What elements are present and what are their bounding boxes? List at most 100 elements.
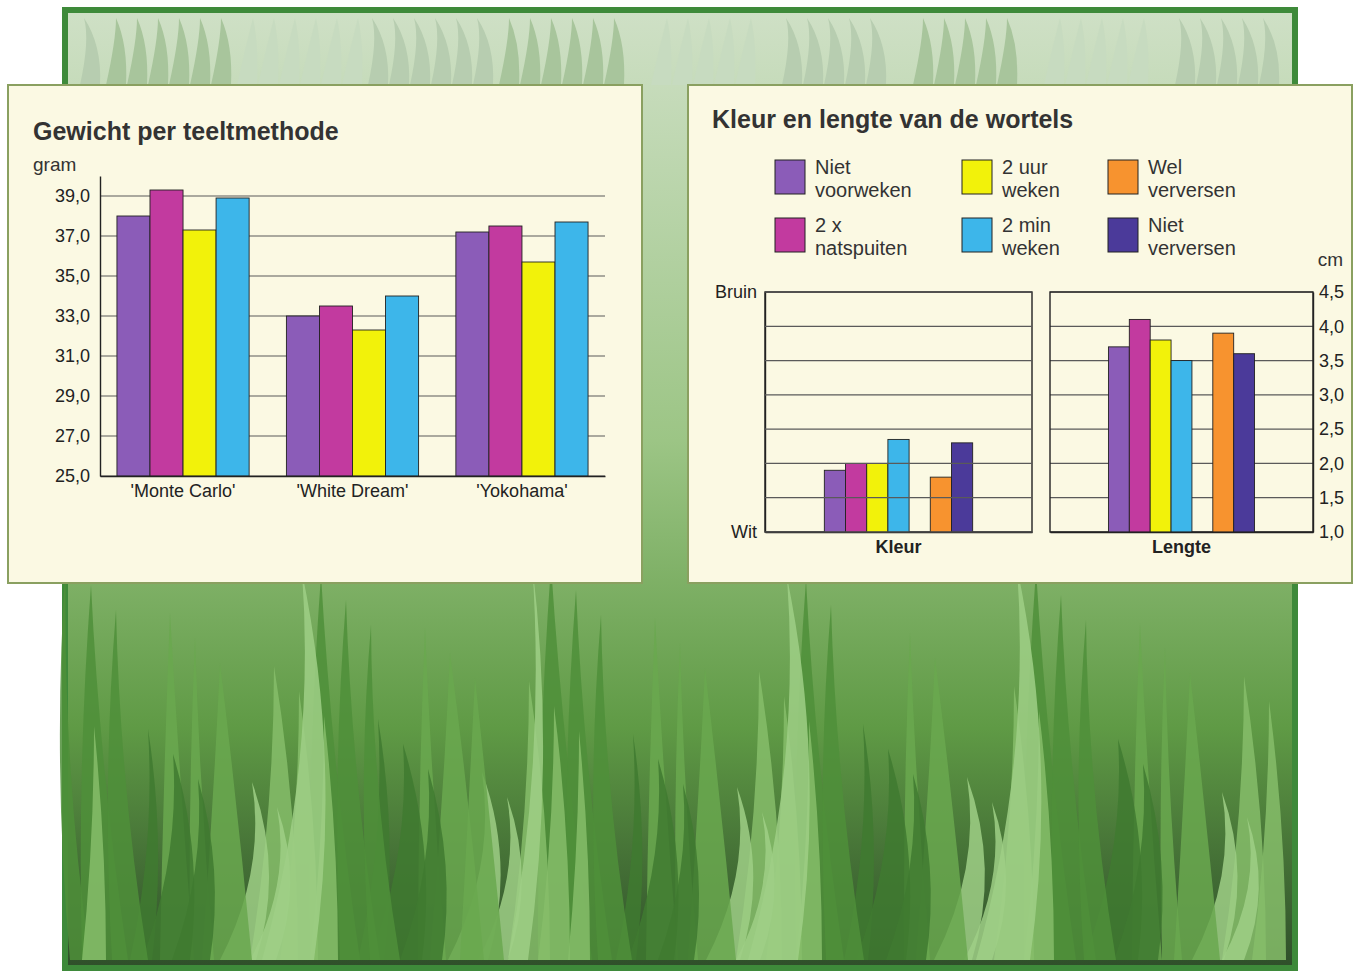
panel [688, 85, 1352, 583]
grid-line [765, 497, 1032, 498]
leaf [714, 18, 735, 85]
bars [1108, 319, 1254, 532]
leaf [172, 779, 215, 960]
leaf [1065, 18, 1086, 85]
legend-item: Nietverversen [1108, 214, 1236, 259]
y-axis: WitBruin [715, 282, 766, 542]
y-tick-label: 1,0 [1319, 522, 1344, 542]
bar-series [951, 443, 972, 532]
y-tick: Bruin [715, 282, 765, 302]
leaf [934, 18, 954, 85]
x-tick-label: 'Monte Carlo' [131, 481, 236, 501]
chart-0: 25,027,029,031,033,035,037,039,0'Monte C… [55, 177, 606, 501]
y-tick-label: 4,0 [1319, 317, 1344, 337]
bar [150, 190, 183, 476]
bar [456, 232, 489, 476]
y-tick: 2,0 [1313, 454, 1344, 474]
legend: Nietvoorweken2 xnatspuiten2 uurweken2 mi… [775, 156, 1236, 259]
leaf [782, 18, 802, 85]
leaf [1114, 764, 1163, 960]
bar-series [216, 198, 588, 476]
leaf [410, 18, 430, 85]
leaf [568, 731, 590, 960]
leaf [997, 18, 1017, 85]
legend-swatch [1108, 218, 1138, 252]
leaf [389, 18, 409, 85]
x-axis: 'Monte Carlo' 'White Dream' 'Yokohama' [101, 476, 606, 501]
x-tick: 'White Dream' [297, 476, 409, 501]
bar [117, 216, 150, 476]
grid-line [765, 394, 1032, 395]
leaf [499, 18, 519, 85]
bar-series [1213, 333, 1234, 532]
x-tick-label: Lengte [1152, 537, 1211, 557]
y-tick-label: 33,0 [55, 306, 90, 326]
leaf [1086, 18, 1107, 85]
leaf [1217, 18, 1237, 85]
legend-label: Nietvoorweken [815, 156, 912, 201]
bars [117, 190, 588, 476]
leaf [237, 18, 258, 85]
leaf [460, 678, 504, 960]
axis-line [101, 476, 606, 477]
y-tick-label: 1,5 [1319, 488, 1344, 508]
leaf [473, 18, 493, 85]
legend-item: Welverversen [1108, 156, 1236, 201]
leaf [127, 18, 147, 85]
grid-line [765, 291, 1032, 292]
bar [1213, 333, 1234, 532]
leaf [651, 18, 672, 85]
y-axis-title: gram [33, 154, 76, 175]
x-tick-label: 'White Dream' [297, 481, 409, 501]
legend-label: 2 xnatspuiten [815, 214, 907, 259]
leaf [431, 18, 451, 85]
y-tick-label: 3,5 [1319, 351, 1344, 371]
axis-line [765, 293, 766, 533]
grid-line [765, 429, 1032, 430]
bars [824, 439, 972, 532]
legend-swatch [1108, 160, 1138, 194]
leaf [735, 18, 756, 85]
y-tick: 29,0 [55, 386, 100, 406]
y-tick: 37,0 [55, 226, 100, 246]
panel [8, 85, 642, 583]
leaf [520, 18, 540, 85]
y-tick-label: 2,5 [1319, 419, 1344, 439]
leaf [1252, 701, 1286, 960]
leaf [262, 572, 326, 960]
leaf [82, 726, 106, 960]
legend-label: Nietverversen [1148, 214, 1236, 259]
leaf [400, 769, 447, 960]
bar [386, 296, 419, 476]
leaf [148, 18, 168, 85]
bar-series [1150, 340, 1171, 532]
leaf [748, 577, 810, 960]
leaf [541, 18, 561, 85]
leaf [976, 567, 1041, 960]
y-tick-label: 29,0 [55, 386, 90, 406]
bar [319, 306, 352, 476]
axis-line [1051, 532, 1314, 533]
y-tick-label: 39,0 [55, 186, 90, 206]
legend-label: 2 uurweken [1001, 156, 1060, 201]
bar [930, 477, 951, 532]
y-tick-label: 2,0 [1319, 454, 1344, 474]
title: Gewicht per teeltmethode [33, 117, 339, 145]
leaf [108, 610, 148, 960]
leaf [976, 18, 996, 85]
bar [286, 316, 319, 476]
bar [353, 330, 386, 476]
leaf [1196, 18, 1216, 85]
bar [1150, 340, 1171, 532]
y-tick-label: 4,5 [1319, 282, 1344, 302]
y-tick: 27,0 [55, 426, 100, 446]
y-tick-label: 3,0 [1319, 385, 1344, 405]
leaf [80, 18, 100, 85]
leaf [300, 18, 321, 85]
leaf [672, 18, 693, 85]
legend-item: 2 uurweken [962, 156, 1060, 201]
bar [555, 222, 588, 476]
leaf [1259, 18, 1279, 85]
leaf [279, 18, 300, 85]
x-tick: 'Yokohama' [476, 476, 567, 501]
